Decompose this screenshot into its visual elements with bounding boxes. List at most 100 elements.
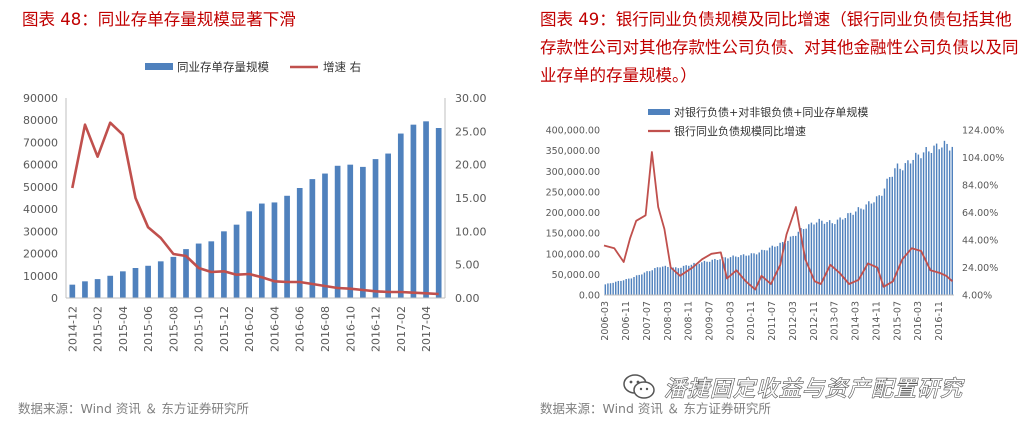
x-tick-label: 2015-04	[117, 306, 130, 352]
bar	[296, 188, 303, 298]
bar	[635, 275, 638, 295]
bar	[839, 217, 841, 295]
bar	[881, 195, 883, 295]
bar	[753, 253, 755, 295]
bar	[654, 268, 656, 295]
bar	[784, 243, 787, 295]
bar	[745, 255, 747, 295]
x-tick-label: 2010-03	[725, 301, 736, 341]
bar	[661, 266, 664, 295]
bar	[360, 166, 366, 298]
y-right-tick-label: 25.00	[455, 125, 487, 138]
bar	[831, 223, 833, 295]
bar	[946, 143, 948, 295]
bar	[928, 151, 930, 295]
bar	[792, 235, 794, 295]
bar	[768, 247, 771, 295]
y-right-tick-label: 104.00%	[962, 153, 1004, 164]
bar	[802, 229, 805, 295]
bar	[656, 267, 659, 295]
bar	[385, 153, 391, 298]
x-tick-label: 2014-03	[851, 301, 862, 341]
y-left-tick-label: 100,000.00	[546, 249, 600, 260]
bar	[672, 267, 674, 295]
bar	[732, 255, 734, 295]
bar	[423, 121, 429, 298]
bar	[641, 274, 643, 295]
bar	[708, 261, 711, 295]
bar	[688, 265, 690, 295]
y-left-tick-label: 400,000.00	[546, 126, 600, 137]
bar	[693, 262, 695, 295]
y-left-tick-label: 70000	[23, 136, 58, 149]
bar	[721, 257, 724, 295]
bar	[612, 282, 614, 295]
y-right-tick-label: 4.00%	[962, 291, 992, 302]
chart-title: 图表 48：同业存单存量规模显著下滑	[22, 10, 296, 29]
legend-label: 同业存单存量规模	[177, 60, 269, 74]
left-chart: 同业存单存量规模 增速 右 0 10000 20000 30000 40000 50000 60…	[23, 60, 487, 352]
bar	[852, 214, 854, 295]
bar	[685, 265, 687, 295]
y-left-tick-label: 10000	[23, 270, 58, 283]
bar	[755, 254, 758, 295]
bar	[779, 242, 781, 295]
bar	[620, 280, 622, 295]
bar	[622, 280, 625, 295]
bar	[761, 249, 763, 295]
growth-line	[603, 151, 953, 291]
x-tick-label: 2015-12	[218, 306, 231, 352]
bar	[170, 256, 177, 298]
x-tick-label: 2008-03	[663, 301, 674, 341]
x-tick-label: 2006-11	[621, 301, 632, 341]
bar	[789, 236, 792, 295]
x-tick-label: 2012-11	[809, 301, 820, 341]
x-tick-label: 2013-07	[830, 301, 841, 341]
bar	[711, 259, 713, 295]
y-left-tick-label: 200,000.00	[546, 208, 600, 219]
y-right-tick-label: 20.00	[455, 159, 487, 172]
x-tick-label: 2016-06	[294, 306, 307, 352]
x-tick-label: 2007-07	[642, 301, 653, 341]
right-chart-panel: 图表 49：银行同业负债规模及同比增速（银行同业负债包括其他存款性公司对其他存款…	[524, 0, 1030, 432]
y-left-tick-label: 90000	[23, 92, 58, 105]
bar	[781, 241, 784, 295]
bar	[834, 224, 836, 295]
y-right-tick-label: 64.00%	[962, 208, 998, 219]
bar	[695, 263, 698, 295]
bar	[758, 252, 760, 295]
bar	[899, 168, 901, 295]
y-left-tick-label: 0	[51, 292, 58, 305]
bar	[878, 195, 880, 295]
bar	[630, 278, 633, 295]
bar	[855, 211, 857, 295]
bar	[808, 224, 810, 295]
y-right-tick-label: 84.00%	[962, 181, 998, 192]
bar	[888, 177, 891, 295]
x-tick-label: 2017-04	[420, 306, 433, 352]
y-right-tick-label: 44.00%	[962, 236, 998, 247]
bar	[742, 254, 745, 295]
growth-line	[71, 121, 439, 296]
x-tick-label: 2016-04	[268, 306, 281, 352]
bar	[698, 263, 700, 295]
bar	[643, 272, 646, 295]
bar	[818, 218, 820, 295]
bar	[716, 260, 719, 295]
bar	[372, 159, 379, 298]
bar	[951, 146, 953, 295]
bar	[667, 266, 669, 295]
bar	[107, 275, 114, 298]
bar	[841, 219, 844, 295]
x-tick-label: 2008-11	[684, 301, 695, 341]
bar	[233, 224, 240, 298]
bar	[208, 241, 215, 298]
left-chart-panel: 图表 48：同业存单存量规模显著下滑 同业存单存量规模 增速 右 0 10000 200…	[18, 10, 487, 416]
y-left-tick-label: 150,000.00	[546, 229, 600, 240]
legend-label: 银行同业负债规模同比增速	[674, 124, 806, 138]
bar	[735, 256, 737, 295]
x-tick-label: 2015-02	[92, 306, 105, 352]
x-tick-label: 2016-11	[934, 301, 945, 341]
bar	[633, 276, 635, 295]
bar	[862, 209, 865, 295]
